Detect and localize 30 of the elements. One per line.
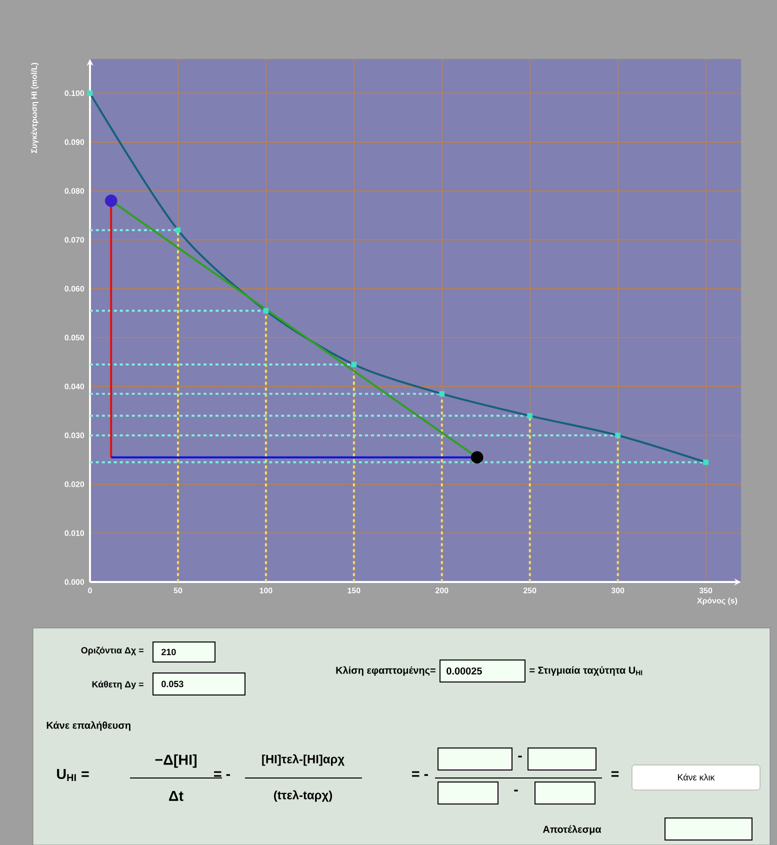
text: = Στιγμιαία ταχύτητα U$_{HI}$ xyxy=(530,666,642,676)
text: = - xyxy=(412,771,428,777)
text: −Δ[HI] xyxy=(155,754,196,768)
text: 0.053 xyxy=(162,680,184,688)
text: Οριζόντια Δχ = xyxy=(81,646,144,656)
text: U$_{HI}$ = xyxy=(57,768,89,782)
text: = xyxy=(611,771,619,777)
text: Κάνε κλικ xyxy=(678,774,715,780)
point xyxy=(351,362,357,368)
point xyxy=(263,308,269,314)
text: 210 xyxy=(162,648,176,656)
point xyxy=(87,90,93,96)
text: Κάθετη Δy = xyxy=(92,680,144,690)
text: Δt xyxy=(169,790,184,801)
point xyxy=(470,451,484,464)
point xyxy=(104,194,118,207)
text: Αποτέλεσμα xyxy=(542,825,602,835)
text: Κάνε επαλήθευση xyxy=(46,721,130,731)
point xyxy=(703,460,709,465)
text: - xyxy=(518,756,522,758)
text: (tτελ-tαρχ) xyxy=(274,790,332,802)
point xyxy=(175,227,181,233)
point xyxy=(527,413,533,418)
text: - xyxy=(514,790,518,792)
point xyxy=(615,432,621,438)
text: 0.00025 xyxy=(446,667,482,675)
text: = - xyxy=(214,771,230,777)
point xyxy=(439,391,445,397)
text: Κλίση εφαπτομένης= xyxy=(336,666,436,676)
text: [HI]τελ-[HI]αρχ xyxy=(262,754,345,766)
